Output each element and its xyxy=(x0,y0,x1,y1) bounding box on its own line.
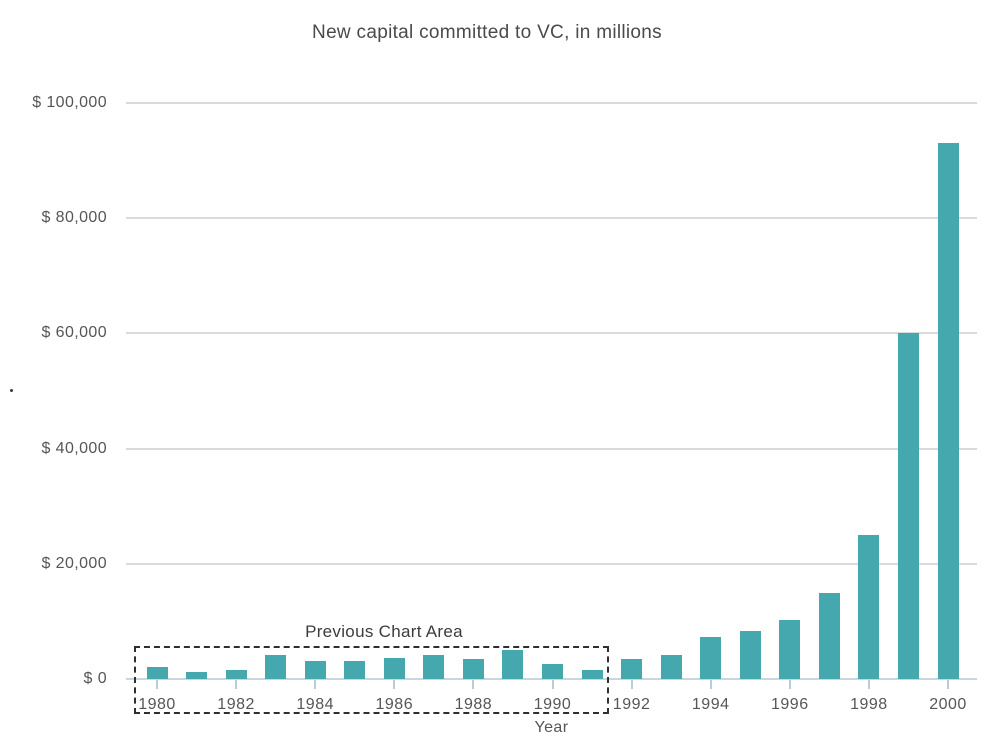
y-tick-label-60000: $ 60,000 xyxy=(41,324,107,342)
bar-1998 xyxy=(858,535,880,679)
bar-1993 xyxy=(660,655,682,679)
x-tick-label-1984: 1984 xyxy=(296,696,334,713)
bar-1996 xyxy=(779,619,801,679)
previous-chart-area-label: Previous Chart Area xyxy=(305,622,463,641)
bar-1994 xyxy=(700,636,722,679)
bar-1995 xyxy=(739,630,761,679)
x-axis-baseline xyxy=(126,678,977,680)
x-tick-label-1986: 1986 xyxy=(375,696,414,713)
y-tick-label-100000: $ 100,000 xyxy=(32,94,107,111)
bar-1992 xyxy=(621,659,643,679)
x-tick-1994 xyxy=(709,680,712,689)
x-tick-1990 xyxy=(551,680,554,689)
x-tick-1998 xyxy=(867,680,870,689)
bar-1990 xyxy=(542,664,563,679)
bar-1997 xyxy=(818,592,840,679)
x-tick-1996 xyxy=(788,680,791,689)
gridline-40000 xyxy=(126,447,977,450)
y-tick-label-20000: $ 20,000 xyxy=(41,554,107,572)
bar-1981 xyxy=(186,672,208,679)
bar-1999 xyxy=(897,333,919,679)
x-tick-label-1980: 1980 xyxy=(138,696,176,713)
bar-1991 xyxy=(581,670,603,679)
x-tick-label-1994: 1994 xyxy=(691,696,730,713)
bar-1986 xyxy=(383,657,405,679)
x-axis-title: Year xyxy=(534,719,569,736)
bar-1982 xyxy=(225,669,247,679)
x-tick-label-1988: 1988 xyxy=(454,696,493,713)
y-tick-label-80000: $ 80,000 xyxy=(41,209,107,227)
bar-1983 xyxy=(265,655,287,679)
x-tick-label-1982: 1982 xyxy=(217,696,255,713)
bar-1989 xyxy=(502,649,524,679)
gridline-60000 xyxy=(126,332,977,335)
x-tick-label-1996: 1996 xyxy=(771,696,809,713)
gridline-80000 xyxy=(126,217,977,220)
x-tick-label-2000: 2000 xyxy=(929,696,967,713)
x-tick-1980 xyxy=(156,680,158,689)
y-tick-label-40000: $ 40,000 xyxy=(41,439,107,457)
bar-2000 xyxy=(937,143,959,679)
stray-dot-artifact xyxy=(10,389,13,392)
x-tick-2000 xyxy=(947,680,949,689)
x-tick-1992 xyxy=(630,680,633,689)
previous-chart-area-dashed-box xyxy=(134,646,609,714)
x-tick-label-1990: 1990 xyxy=(533,696,572,713)
x-tick-1982 xyxy=(235,680,238,689)
bar-1988 xyxy=(462,659,484,679)
x-tick-label-1992: 1992 xyxy=(612,696,651,713)
bar-1980 xyxy=(146,666,168,679)
chart-title: New capital committed to VC, in millions xyxy=(312,22,662,43)
gridline-20000 xyxy=(126,562,977,565)
x-tick-label-1998: 1998 xyxy=(850,696,888,713)
x-tick-1986 xyxy=(393,680,396,689)
bar-1984 xyxy=(304,661,326,679)
x-tick-1988 xyxy=(472,680,475,689)
bar-1987 xyxy=(423,655,445,679)
y-tick-label-0: $ 0 xyxy=(83,670,107,687)
gridline-100000 xyxy=(126,102,977,104)
bar-1985 xyxy=(344,661,366,679)
x-tick-1984 xyxy=(314,680,317,689)
